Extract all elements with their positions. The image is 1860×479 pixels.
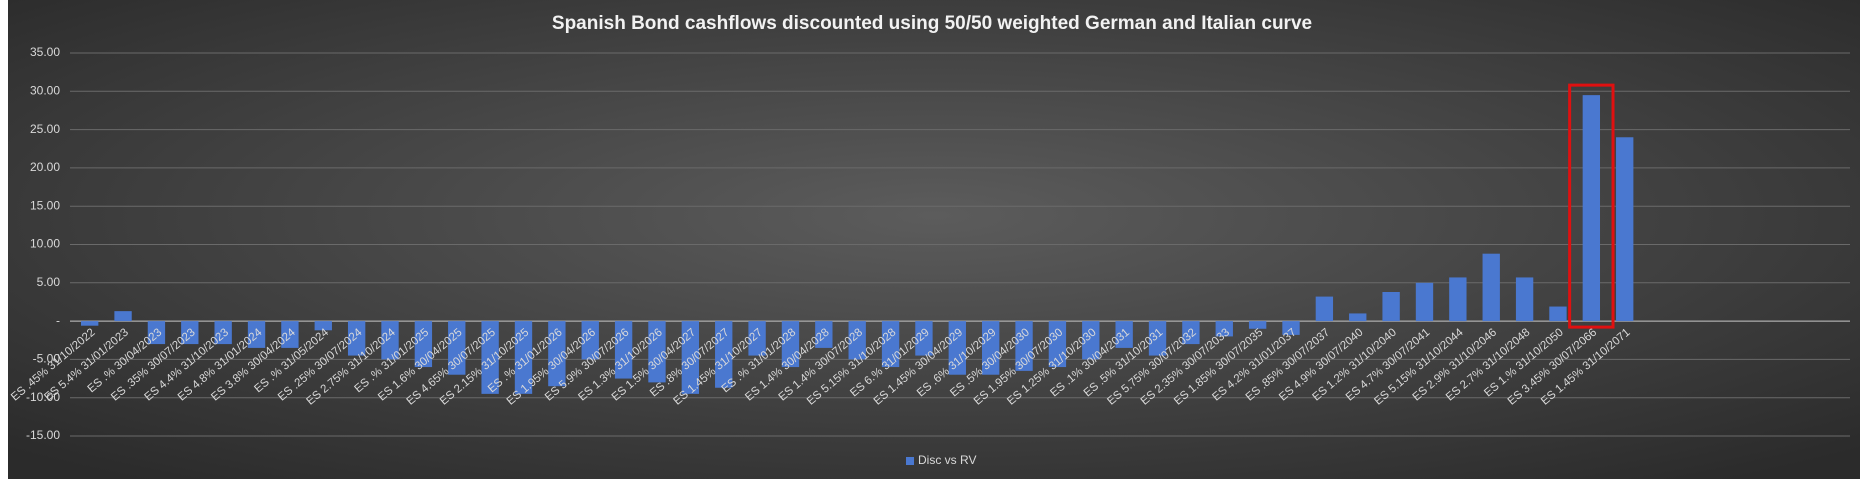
y-tick-label: 35.00 — [30, 45, 60, 59]
bar — [1248, 321, 1267, 329]
bar — [1449, 277, 1467, 322]
bar — [715, 321, 733, 388]
y-tick-label: 30.00 — [30, 83, 60, 97]
y-tick-label: 15.00 — [30, 198, 60, 212]
bar — [1015, 321, 1033, 371]
y-tick-label: 10.00 — [30, 237, 60, 251]
bar — [581, 321, 599, 360]
bar — [548, 321, 566, 387]
bar — [314, 321, 332, 331]
bar — [948, 321, 966, 375]
bar — [1115, 321, 1133, 348]
bar — [247, 321, 266, 348]
bar — [381, 321, 399, 360]
bar — [1349, 313, 1367, 322]
bar — [748, 321, 766, 356]
y-tick-label: 5.00 — [37, 275, 61, 289]
bar — [181, 321, 199, 345]
bar — [848, 321, 866, 360]
legend-label: Disc vs RV — [918, 453, 976, 467]
bar — [1182, 321, 1200, 345]
bar — [114, 311, 132, 322]
bar — [1082, 321, 1100, 360]
chart-background — [8, 0, 1860, 479]
bar — [1048, 321, 1067, 368]
y-tick-label: - — [56, 313, 60, 327]
bar — [214, 321, 232, 345]
bar — [1382, 291, 1400, 322]
bar — [1315, 296, 1334, 322]
y-tick-label: 20.00 — [30, 160, 60, 174]
y-tick-label: 25.00 — [30, 122, 60, 136]
y-tick-label: -5.00 — [33, 352, 61, 366]
bar — [1482, 253, 1500, 322]
bar — [781, 321, 800, 368]
bar — [815, 321, 833, 348]
bar — [81, 321, 99, 326]
legend-swatch — [906, 457, 914, 465]
bar — [1282, 321, 1300, 335]
bar — [281, 321, 299, 348]
y-tick-label: -15.00 — [26, 428, 60, 442]
bar — [347, 321, 366, 356]
bar — [681, 321, 700, 394]
bar — [1616, 137, 1634, 322]
bar — [147, 321, 166, 345]
chart-title: Spanish Bond cashflows discounted using … — [552, 13, 1312, 34]
bar — [414, 321, 433, 368]
bar — [1215, 321, 1233, 337]
bar — [1549, 306, 1567, 322]
bar — [981, 321, 1000, 375]
bar — [1415, 282, 1434, 322]
bar — [514, 321, 533, 394]
highlight-box — [1568, 83, 1615, 329]
bar — [1515, 277, 1534, 322]
bar — [1582, 95, 1601, 322]
y-tick-label: -10.00 — [26, 390, 60, 404]
bar — [481, 321, 499, 394]
bar — [915, 321, 933, 356]
bar — [881, 321, 900, 368]
bar — [448, 321, 466, 375]
bar — [648, 321, 666, 383]
bar — [1148, 321, 1167, 356]
bar — [614, 321, 633, 379]
